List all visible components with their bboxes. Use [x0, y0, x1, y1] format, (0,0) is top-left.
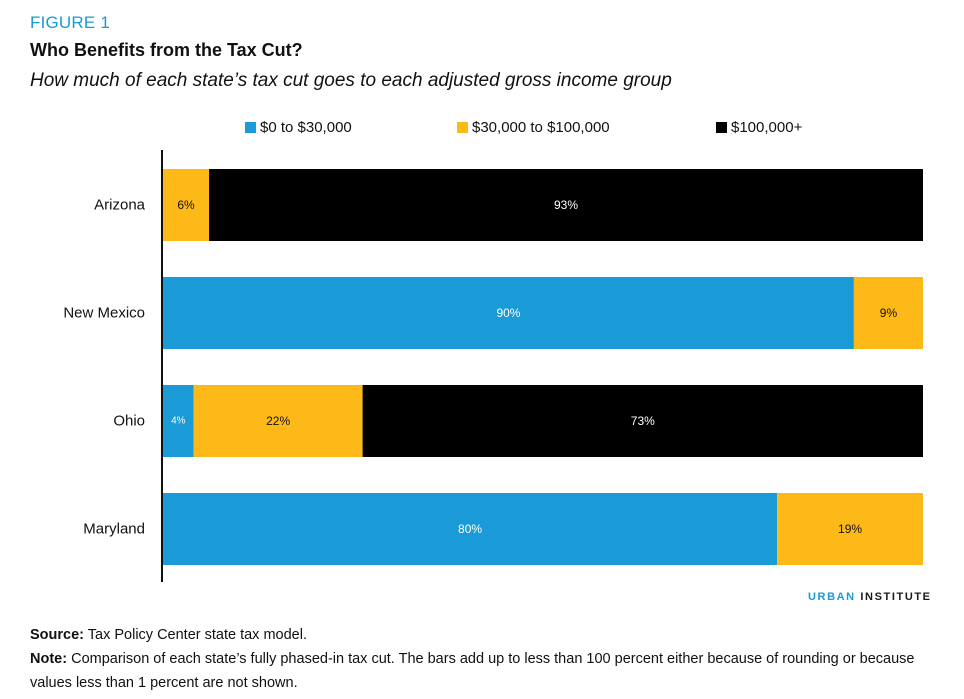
data-label: 93% [554, 198, 578, 212]
data-label: 19% [838, 522, 862, 536]
legend-swatch-high-income [716, 122, 727, 133]
data-label: 73% [631, 414, 655, 428]
note-label: Note: [30, 651, 68, 667]
urban-institute-logo: URBAN INSTITUTE [808, 591, 932, 603]
source-text: Tax Policy Center state tax model. [84, 627, 307, 643]
chart-legend: $0 to $30,000 $30,000 to $100,000 $100,0… [0, 119, 964, 139]
chart-subtitle: How much of each state’s tax cut goes to… [30, 70, 672, 91]
data-label: 80% [458, 522, 482, 536]
legend-item-low-income: $0 to $30,000 [245, 119, 352, 136]
bar-segment [209, 169, 923, 241]
figure-label: FIGURE 1 [30, 13, 111, 32]
category-label: Arizona [94, 197, 146, 214]
data-label: 90% [496, 306, 520, 320]
data-label: 22% [266, 414, 290, 428]
bar-segment [163, 493, 778, 565]
category-label: Ohio [113, 413, 145, 430]
source-line: Source: Tax Policy Center state tax mode… [30, 623, 930, 647]
category-label: Maryland [83, 521, 145, 538]
legend-label-low-income: $0 to $30,000 [260, 119, 352, 136]
brand-word-institute: INSTITUTE [855, 591, 932, 603]
note-text: Comparison of each state’s fully phased-… [30, 651, 915, 691]
bar-segment [163, 385, 194, 457]
note-line: Note: Comparison of each state’s fully p… [30, 647, 930, 695]
category-label: New Mexico [63, 305, 145, 322]
legend-item-middle-income: $30,000 to $100,000 [457, 119, 610, 136]
data-label: 6% [177, 198, 195, 212]
chart-title: Who Benefits from the Tax Cut? [30, 40, 303, 60]
brand-word-urban: URBAN [808, 591, 856, 603]
legend-label-high-income: $100,000+ [731, 119, 803, 136]
bar-segment [362, 385, 923, 457]
chart-notes: Source: Tax Policy Center state tax mode… [30, 623, 930, 695]
bar-segment [163, 169, 210, 241]
legend-label-middle-income: $30,000 to $100,000 [472, 119, 610, 136]
data-label: 4% [171, 416, 186, 427]
legend-swatch-middle-income [457, 122, 468, 133]
bar-segment [193, 385, 363, 457]
legend-item-high-income: $100,000+ [716, 119, 802, 136]
data-label: 9% [880, 306, 898, 320]
source-label: Source: [30, 627, 84, 643]
legend-swatch-low-income [245, 122, 256, 133]
bar-segment [163, 277, 854, 349]
bar-segment [777, 493, 923, 565]
bar-segment [853, 277, 923, 349]
